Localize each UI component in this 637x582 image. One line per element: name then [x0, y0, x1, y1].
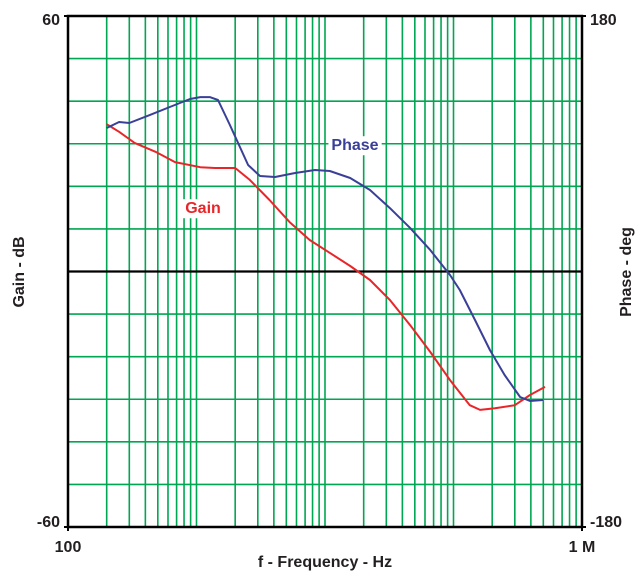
y2-axis-label: Phase - deg — [618, 227, 635, 317]
y2-tick-label: 180 — [590, 12, 617, 29]
y-tick-label: -60 — [37, 514, 60, 531]
series-label-bg — [182, 199, 224, 219]
series-label: Gain — [185, 200, 221, 217]
y-tick-label: 60 — [42, 12, 60, 29]
y2-tick-label: -180 — [590, 514, 622, 531]
plot-frame — [66, 14, 584, 529]
x-tick-label: 100 — [55, 539, 82, 556]
series-line — [106, 96, 544, 402]
x-tick-label: 1 M — [569, 539, 596, 556]
series-label-bg — [328, 136, 382, 156]
x-axis-label: f - Frequency - Hz — [258, 554, 392, 571]
series-label: Phase — [331, 137, 378, 154]
series-line — [106, 123, 546, 411]
y-axis-label: Gain - dB — [11, 236, 28, 307]
